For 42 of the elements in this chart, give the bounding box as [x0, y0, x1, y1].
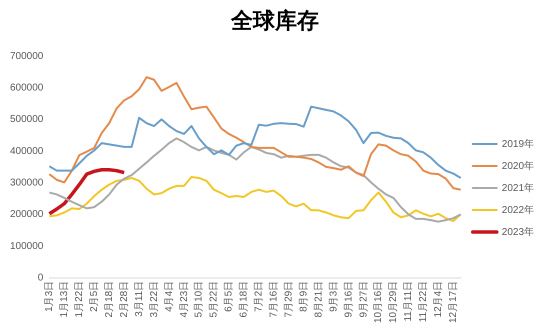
x-tick-label: 3月22日 — [148, 280, 160, 318]
x-tick-label: 5月10日 — [194, 280, 205, 318]
y-tick-label: 100000 — [10, 240, 44, 252]
y-tick-label: 300000 — [10, 177, 44, 188]
x-tick-label: 7月16日 — [268, 280, 280, 318]
legend-label: 2020年 — [502, 160, 534, 172]
y-tick-label: 200000 — [10, 209, 44, 220]
x-tick-label: 8月9日 — [298, 280, 310, 312]
x-tick-label: 5月22日 — [208, 280, 220, 318]
y-tick-label: 400000 — [10, 146, 44, 157]
x-tick-label: 10月16日 — [373, 280, 384, 324]
x-tick-label: 7月29日 — [283, 280, 294, 318]
x-tick-label: 10月29日 — [388, 280, 400, 324]
x-tick-label: 11月11日 — [403, 280, 414, 322]
y-tick-label: 0 — [38, 272, 44, 284]
y-tick-label: 700000 — [10, 50, 44, 62]
x-tick-label: 2月5日 — [88, 280, 100, 312]
y-tick-label: 500000 — [10, 114, 44, 126]
chart-title: 全球库存 — [230, 7, 320, 36]
x-tick-label: 1月22日 — [74, 280, 86, 318]
x-tick-label: 11月22日 — [418, 280, 430, 322]
x-tick-label: 1月3日 — [44, 280, 56, 312]
x-tick-label: 2月28日 — [118, 280, 130, 318]
legend-label: 2019年 — [502, 138, 534, 150]
x-tick-label: 9月16日 — [343, 280, 354, 318]
x-tick-label: 4月4日 — [164, 280, 175, 312]
x-tick-label: 9月3日 — [328, 280, 340, 312]
x-tick-label: 4月23日 — [178, 280, 190, 318]
legend-label: 2022年 — [502, 204, 534, 216]
x-tick-label: 9月27日 — [358, 280, 370, 318]
y-tick-label: 600000 — [10, 82, 44, 94]
x-tick-label: 7月2日 — [254, 280, 265, 312]
x-tick-label: 12月4日 — [433, 280, 444, 318]
legend-label: 2023年 — [502, 226, 534, 238]
x-tick-label: 2月18日 — [104, 280, 115, 318]
x-tick-label: 6月18日 — [238, 280, 250, 318]
x-tick-label: 12月17日 — [448, 280, 460, 324]
x-tick-label: 1月13日 — [59, 280, 70, 318]
x-tick-label: 6月5日 — [224, 280, 235, 312]
x-tick-label: 3月11日 — [134, 280, 145, 317]
x-tick-label: 8月21日 — [313, 280, 324, 318]
legend-label: 2021年 — [502, 182, 534, 194]
